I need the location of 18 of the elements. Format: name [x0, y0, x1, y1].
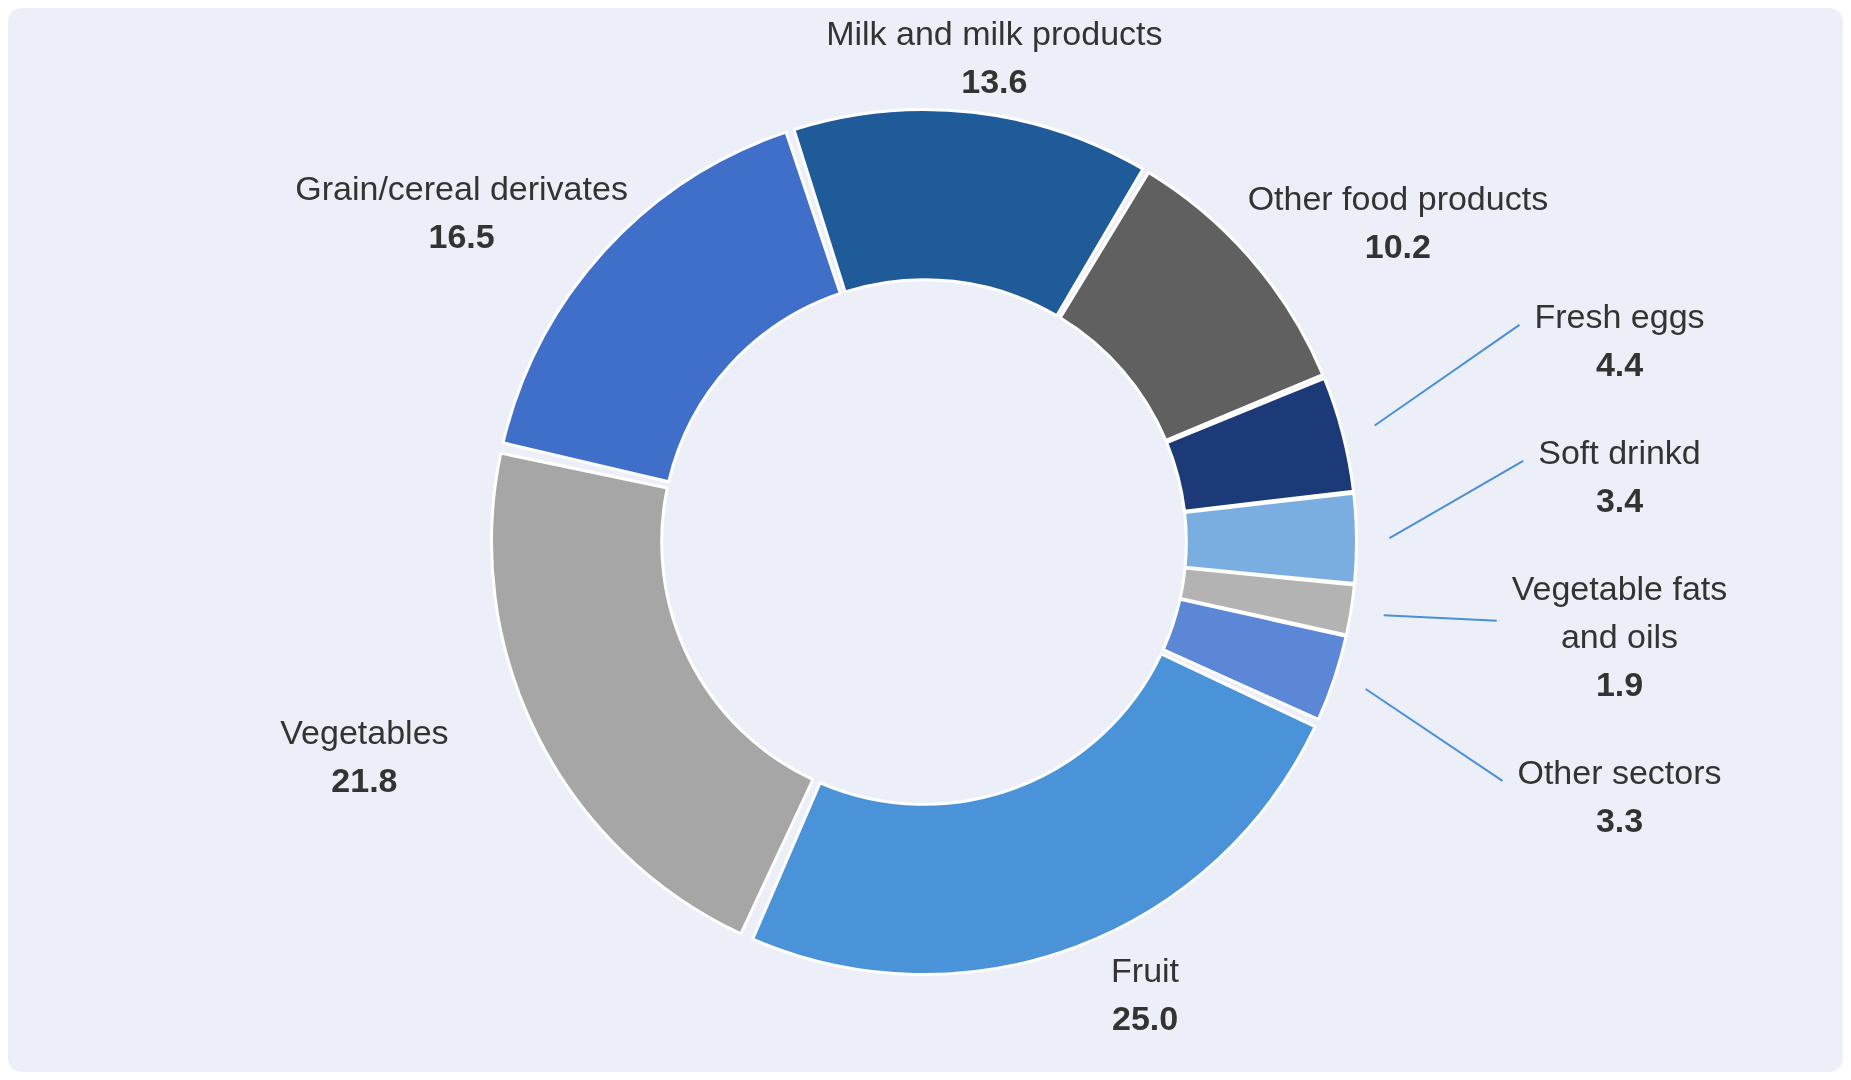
data-label: 10.2: [1364, 227, 1431, 266]
slice-label: Milk and milk products: [826, 13, 1163, 52]
data-label: 25.0: [1111, 998, 1179, 1037]
slice-label: Other sectors: [1517, 753, 1722, 792]
slice-label: Grain/cereal derivates: [295, 169, 628, 208]
data-label: 3.4: [1595, 481, 1644, 520]
data-label: 1.9: [1595, 665, 1644, 704]
data-label: 21.8: [331, 761, 398, 800]
slice-label: Fresh eggs: [1534, 297, 1705, 336]
data-label: 3.3: [1595, 801, 1644, 840]
slice-label: Fruit: [1111, 950, 1180, 989]
slice-label: Vegetable fats and oils: [1511, 569, 1728, 656]
data-label: 4.4: [1595, 345, 1644, 384]
slice-label: Vegetables: [280, 713, 449, 752]
slice-label: Other food products: [1247, 179, 1549, 218]
data-label: 16.5: [428, 217, 495, 256]
data-label: 13.6: [961, 61, 1028, 100]
slice-label: Soft drinkd: [1538, 433, 1701, 472]
